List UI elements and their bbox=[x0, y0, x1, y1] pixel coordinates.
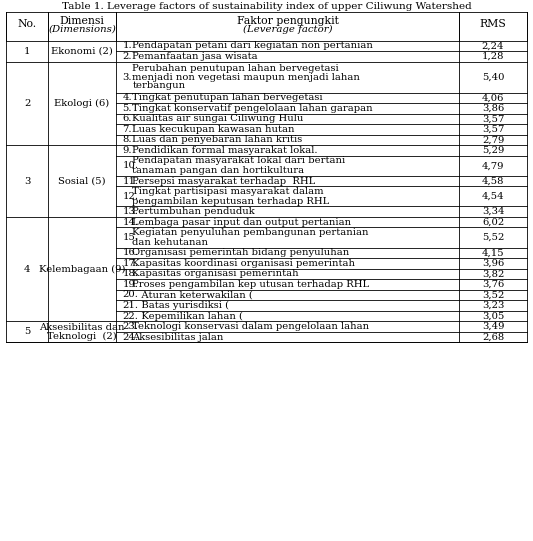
Text: Batas yurisdiksi (: Batas yurisdiksi ( bbox=[132, 301, 229, 310]
Text: Table 1. Leverage factors of sustainability index of upper Ciliwung Watershed: Table 1. Leverage factors of sustainabil… bbox=[62, 2, 471, 11]
Text: Pendapatan petani dari kegiatan non pertanian: Pendapatan petani dari kegiatan non pert… bbox=[132, 41, 373, 50]
Text: Pendidikan formal masyarakat lokal.: Pendidikan formal masyarakat lokal. bbox=[132, 146, 318, 155]
Text: Faktor pengungkit: Faktor pengungkit bbox=[237, 16, 339, 26]
Text: Perubahan penutupan lahan bervegetasi: Perubahan penutupan lahan bervegetasi bbox=[132, 64, 339, 73]
Text: 9.: 9. bbox=[123, 146, 132, 155]
Text: Aksesibilitas dan: Aksesibilitas dan bbox=[39, 322, 125, 332]
Text: RMS: RMS bbox=[480, 18, 506, 29]
Text: 3,34: 3,34 bbox=[482, 207, 504, 216]
Text: Lembaga pasar input dan output pertanian: Lembaga pasar input dan output pertanian bbox=[132, 217, 351, 227]
Text: 2.: 2. bbox=[123, 52, 132, 61]
Text: 18.: 18. bbox=[123, 269, 139, 279]
Text: 11.: 11. bbox=[123, 176, 139, 186]
Text: 4,54: 4,54 bbox=[482, 192, 504, 201]
Text: tanaman pangan dan hortikultura: tanaman pangan dan hortikultura bbox=[132, 166, 304, 175]
Text: Dimensi: Dimensi bbox=[60, 16, 104, 26]
Text: 5,52: 5,52 bbox=[482, 233, 504, 242]
Text: Pendapatan masyarakat lokal dari bertani: Pendapatan masyarakat lokal dari bertani bbox=[132, 156, 345, 166]
Text: 1,28: 1,28 bbox=[482, 52, 504, 61]
Text: 3,86: 3,86 bbox=[482, 104, 504, 113]
Text: 1: 1 bbox=[24, 47, 30, 56]
Text: 4: 4 bbox=[24, 265, 30, 274]
Text: 6.: 6. bbox=[123, 114, 132, 123]
Text: 14.: 14. bbox=[123, 217, 139, 227]
Text: 5.: 5. bbox=[123, 104, 132, 113]
Text: Ekologi (6): Ekologi (6) bbox=[54, 99, 110, 108]
Text: terbangun: terbangun bbox=[132, 81, 185, 90]
Text: 10.: 10. bbox=[123, 161, 139, 170]
Text: Teknologi konservasi dalam pengelolaan lahan: Teknologi konservasi dalam pengelolaan l… bbox=[132, 322, 369, 331]
Text: 3,49: 3,49 bbox=[482, 322, 504, 331]
Text: Ekonomi (2): Ekonomi (2) bbox=[51, 47, 113, 56]
Text: 2: 2 bbox=[24, 99, 30, 108]
Text: 22.: 22. bbox=[123, 312, 139, 321]
Text: (Leverage factor): (Leverage factor) bbox=[243, 25, 333, 34]
Text: 3: 3 bbox=[24, 176, 30, 186]
Text: dan kehutanan: dan kehutanan bbox=[132, 238, 208, 247]
Text: 5: 5 bbox=[24, 327, 30, 337]
Text: 4.: 4. bbox=[123, 93, 132, 102]
Text: 8.: 8. bbox=[123, 135, 132, 144]
Text: 4,15: 4,15 bbox=[482, 248, 504, 258]
Text: (Dimensions): (Dimensions) bbox=[48, 25, 116, 34]
Text: Luas dan penyebaran lahan kritis: Luas dan penyebaran lahan kritis bbox=[132, 135, 302, 144]
Text: 4,79: 4,79 bbox=[482, 161, 504, 170]
Text: Kelembagaan (9): Kelembagaan (9) bbox=[39, 265, 125, 274]
Text: 2,24: 2,24 bbox=[482, 41, 504, 50]
Text: Tingkat konservatif pengelolaan lahan garapan: Tingkat konservatif pengelolaan lahan ga… bbox=[132, 104, 373, 113]
Text: Kapasitas organisasi pemerintah: Kapasitas organisasi pemerintah bbox=[132, 269, 299, 279]
Text: Kapasitas koordinasi organisasi pemerintah: Kapasitas koordinasi organisasi pemerint… bbox=[132, 259, 355, 268]
Text: 2,68: 2,68 bbox=[482, 333, 504, 342]
Text: 21.: 21. bbox=[123, 301, 139, 310]
Text: 3,76: 3,76 bbox=[482, 280, 504, 289]
Text: 16.: 16. bbox=[123, 248, 139, 258]
Text: 24.: 24. bbox=[123, 333, 139, 342]
Text: 23.: 23. bbox=[123, 322, 139, 331]
Text: Aksesibilitas jalan: Aksesibilitas jalan bbox=[132, 333, 223, 342]
Text: Pertumbuhan penduduk: Pertumbuhan penduduk bbox=[132, 207, 255, 216]
Text: 4,06: 4,06 bbox=[482, 93, 504, 102]
Text: 5,40: 5,40 bbox=[482, 72, 504, 82]
Text: 20.: 20. bbox=[123, 291, 139, 300]
Text: 3,23: 3,23 bbox=[482, 301, 504, 310]
Text: 6,02: 6,02 bbox=[482, 217, 504, 227]
Text: 17.: 17. bbox=[123, 259, 139, 268]
Text: 3,52: 3,52 bbox=[482, 291, 504, 300]
Text: 19.: 19. bbox=[123, 280, 139, 289]
Text: Proses pengambilan kep utusan terhadap RHL: Proses pengambilan kep utusan terhadap R… bbox=[132, 280, 369, 289]
Text: 2,79: 2,79 bbox=[482, 135, 504, 144]
Text: 1.: 1. bbox=[123, 41, 132, 50]
Text: 5,29: 5,29 bbox=[482, 146, 504, 155]
Text: 3,57: 3,57 bbox=[482, 114, 504, 123]
Text: Kegiatan penyuluhan pembangunan pertanian: Kegiatan penyuluhan pembangunan pertania… bbox=[132, 228, 369, 237]
Text: 3,57: 3,57 bbox=[482, 125, 504, 134]
Text: 4,58: 4,58 bbox=[482, 176, 504, 186]
Text: 7.: 7. bbox=[123, 125, 132, 134]
Text: 3,05: 3,05 bbox=[482, 312, 504, 321]
Text: Kualitas air sungai Ciliwung Hulu: Kualitas air sungai Ciliwung Hulu bbox=[132, 114, 304, 123]
Text: Tingkat penutupan lahan bervegetasi: Tingkat penutupan lahan bervegetasi bbox=[132, 93, 323, 102]
Text: 15.: 15. bbox=[123, 233, 139, 242]
Text: Luas kecukupan kawasan hutan: Luas kecukupan kawasan hutan bbox=[132, 125, 295, 134]
Text: 3,96: 3,96 bbox=[482, 259, 504, 268]
Text: 12.: 12. bbox=[123, 192, 139, 201]
Text: 13.: 13. bbox=[123, 207, 139, 216]
Text: 3.: 3. bbox=[123, 72, 132, 82]
Text: Sosial (5): Sosial (5) bbox=[58, 176, 106, 186]
Text: menjadi non vegetasi maupun menjadi lahan: menjadi non vegetasi maupun menjadi laha… bbox=[132, 72, 360, 82]
Text: Persepsi masyarakat terhadap  RHL: Persepsi masyarakat terhadap RHL bbox=[132, 176, 316, 186]
Text: No.: No. bbox=[18, 18, 37, 29]
Text: Teknologi  (2): Teknologi (2) bbox=[47, 332, 117, 341]
Text: Organisasi pemerintah bidang penyuluhan: Organisasi pemerintah bidang penyuluhan bbox=[132, 248, 350, 258]
Text: pengambilan keputusan terhadap RHL: pengambilan keputusan terhadap RHL bbox=[132, 197, 329, 206]
Text: 3,82: 3,82 bbox=[482, 269, 504, 279]
Text: Tingkat partisipasi masyarakat dalam: Tingkat partisipasi masyarakat dalam bbox=[132, 187, 324, 196]
Text: Aturan keterwakilan (: Aturan keterwakilan ( bbox=[132, 291, 256, 300]
Text: Kepemilikan lahan (: Kepemilikan lahan ( bbox=[132, 312, 246, 321]
Text: Pemanfaatan jasa wisata: Pemanfaatan jasa wisata bbox=[132, 52, 258, 61]
